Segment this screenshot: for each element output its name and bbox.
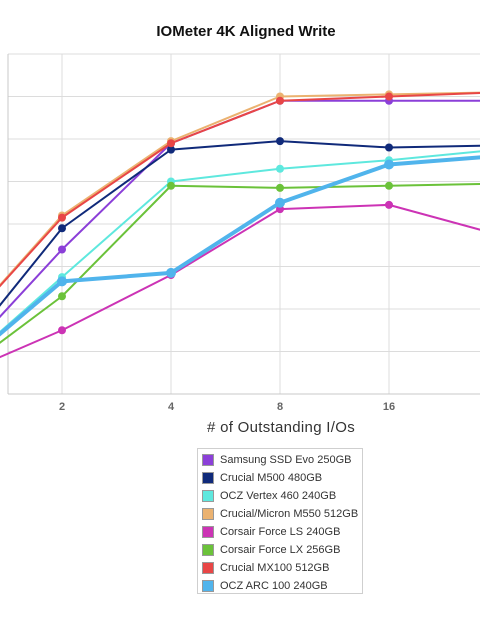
series-2 [0,150,480,334]
data-point [167,139,175,148]
data-point [58,245,66,254]
data-point [276,183,284,192]
x-axis-label: # of Outstanding I/Os [207,419,355,436]
series-line [0,91,480,287]
legend-label: Crucial MX100 512GB [220,562,330,574]
legend-swatch [202,490,214,502]
x-tick-label: 16 [383,401,395,413]
series-line [0,150,480,334]
series-3 [0,90,480,287]
x-tick-label: 2 [59,401,65,413]
legend: Samsung SSD Evo 250GB Crucial M500 480GB O… [197,448,363,594]
data-point [58,224,66,233]
series-7 [0,155,480,337]
series-6 [0,91,480,288]
legend-label: Crucial M500 480GB [220,472,323,484]
legend-label: OCZ ARC 100 240GB [220,580,328,592]
legend-swatch [202,508,214,520]
data-point [385,181,393,190]
legend-label: OCZ Vertex 460 240GB [220,490,337,502]
data-point [275,197,285,208]
legend-label: Samsung SSD Evo 250GB [220,454,352,466]
data-point [58,326,66,335]
legend-item: OCZ Vertex 460 240GB [202,487,362,505]
data-point [384,159,394,170]
legend-swatch [202,562,214,574]
data-point [167,181,175,190]
data-point [276,137,284,146]
legend-swatch [202,454,214,466]
data-point [385,143,393,152]
data-point [276,96,284,105]
legend-item: Crucial/Micron M550 512GB [202,505,362,523]
legend-item: Crucial MX100 512GB [202,559,362,577]
series-line [0,203,480,359]
legend-label: Crucial/Micron M550 512GB [220,508,359,520]
legend-swatch [202,526,214,538]
legend-swatch [202,472,214,484]
x-tick-labels: 2 4 8 16 [59,401,395,413]
series-line [0,155,480,337]
series-1 [0,137,480,307]
series-line [0,91,480,288]
series-lines [0,90,480,359]
legend-item: Corsair Force LS 240GB [202,523,362,541]
legend-label: Corsair Force LX 256GB [220,544,341,556]
legend-label: Corsair Force LS 240GB [220,526,341,538]
data-point [58,213,66,222]
legend-item: Corsair Force LX 256GB [202,541,362,559]
legend-item: OCZ ARC 100 240GB [202,577,362,595]
data-point [58,292,66,301]
series-line [0,182,480,344]
data-point [385,92,393,101]
legend-swatch [202,544,214,556]
legend-item: Samsung SSD Evo 250GB [202,451,362,469]
data-point [166,267,176,278]
data-point [167,145,175,154]
legend-item: Crucial M500 480GB [202,469,362,487]
data-point [385,200,393,209]
data-point [276,164,284,173]
chart-title: IOMeter 4K Aligned Write [156,23,335,40]
data-point [57,276,67,287]
series-line [0,140,480,307]
series-5 [0,181,480,344]
x-tick-label: 4 [168,401,175,413]
legend-swatch [202,580,214,592]
x-tick-label: 8 [277,401,283,413]
